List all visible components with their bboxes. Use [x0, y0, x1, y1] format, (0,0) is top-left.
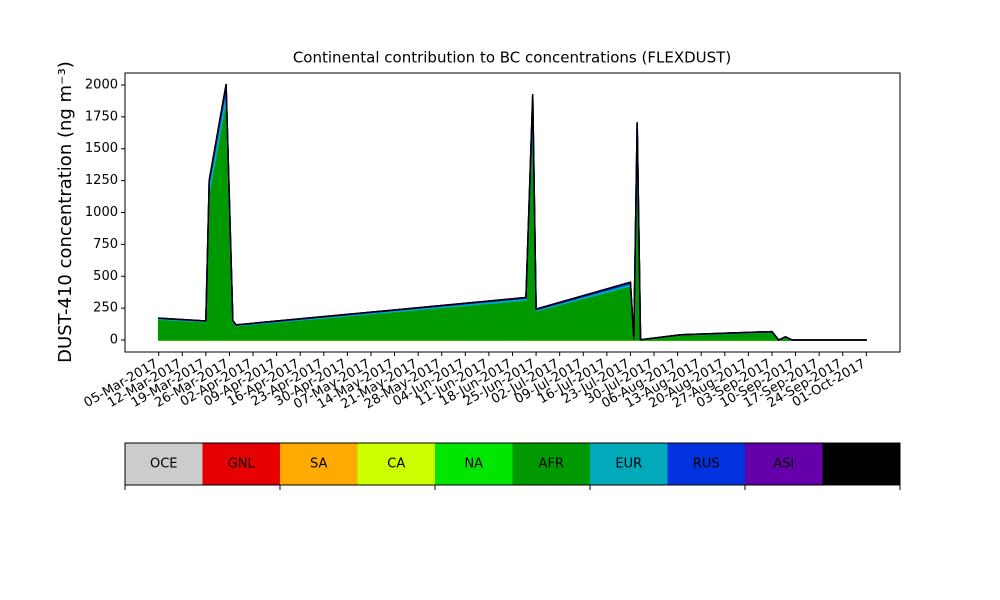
y-tick-label: 2000	[85, 77, 118, 92]
y-tick-label: 0	[110, 333, 118, 348]
colorbar: OCE GNL SA CA NA AFR EUR RUS ASI AUS	[124, 442, 901, 490]
legend-label: EUR	[615, 457, 642, 472]
legend-swatch	[435, 443, 513, 485]
y-axis-label: DUST-410 concentration (ng m⁻³)	[55, 61, 76, 363]
legend-swatch	[745, 443, 823, 485]
legend-swatch	[590, 443, 668, 485]
legend-label: SA	[310, 457, 327, 472]
legend-swatch	[202, 443, 280, 485]
plot-frame	[124, 72, 901, 353]
colorbar-frame	[124, 442, 901, 486]
legend-swatch	[512, 443, 590, 485]
legend-swatch	[667, 443, 745, 485]
legend-swatch	[280, 443, 358, 485]
legend-label: ASI	[773, 457, 794, 472]
legend-swatch	[125, 443, 203, 485]
legend-label: GNL	[228, 457, 256, 472]
chart-title: Continental contribution to BC concentra…	[293, 49, 731, 67]
y-tick-label: 1000	[85, 205, 118, 220]
legend-label: OCE	[150, 457, 178, 472]
legend-swatch	[822, 443, 900, 485]
legend-swatch	[357, 443, 435, 485]
y-tick-label: 500	[93, 269, 118, 284]
y-tick-label: 750	[93, 237, 118, 252]
legend-label: AUS	[848, 457, 875, 472]
y-tick-label: 1250	[85, 173, 118, 188]
y-tick-label: 1500	[85, 141, 118, 156]
legend-label: AFR	[539, 457, 564, 472]
y-tick-label: 250	[93, 301, 118, 316]
legend-label: CA	[387, 457, 405, 472]
y-tick-label: 1750	[85, 109, 118, 124]
stack-area	[157, 83, 868, 341]
legend-label: RUS	[693, 457, 720, 472]
legend-label: NA	[464, 457, 483, 472]
